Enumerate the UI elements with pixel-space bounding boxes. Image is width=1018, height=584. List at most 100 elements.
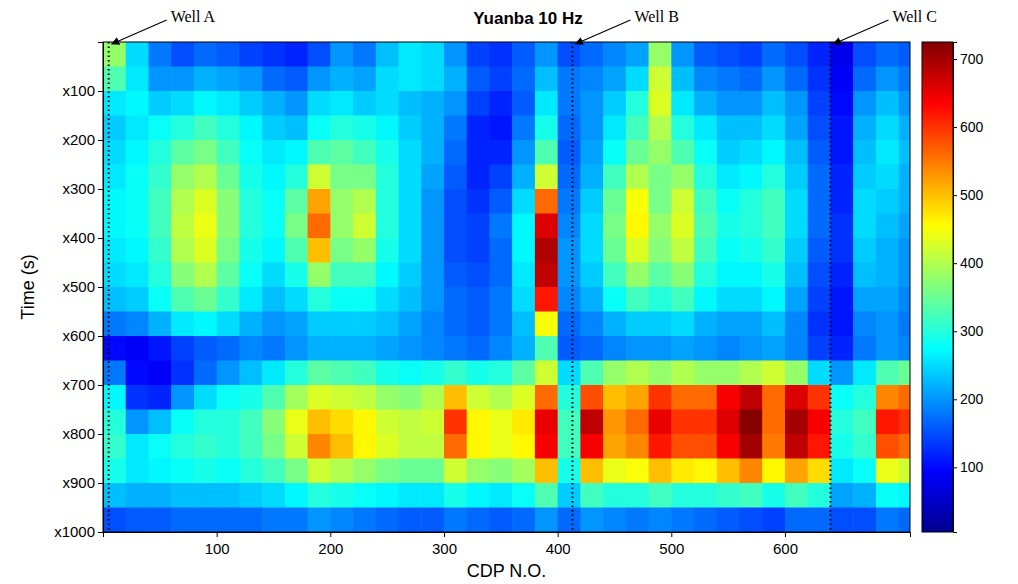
heatmap-cell [376,116,399,141]
heatmap-cell [285,410,308,435]
heatmap-cell [830,67,853,92]
y-tick: x600 [62,327,103,344]
heatmap-cell [830,140,853,165]
heatmap-cell [580,312,603,337]
heatmap-cell [785,508,808,533]
heatmap-cell [535,91,558,116]
heatmap-cell [330,434,353,459]
heatmap-cell [626,410,649,435]
tick-mark [98,287,103,288]
heatmap-cell [262,116,285,141]
heatmap-cell [148,287,171,312]
heatmap-cell [603,336,626,361]
heatmap-cell [171,238,194,263]
heatmap-cell [308,67,331,92]
heatmap-cell [126,67,149,92]
heatmap-cell [239,91,262,116]
heatmap-cell [285,287,308,312]
heatmap-cell [171,287,194,312]
heatmap-cell [740,287,763,312]
tick-label: x700 [62,376,95,393]
heatmap-cell [603,459,626,484]
heatmap-cell [489,165,512,190]
heatmap-cell [376,459,399,484]
heatmap-cell [717,410,740,435]
heatmap-cell [217,385,240,410]
tick-mark [444,532,445,537]
heatmap-cell [580,214,603,239]
heatmap-cell [558,140,581,165]
heatmap-cell [580,67,603,92]
heatmap-cell [262,312,285,337]
heatmap-cell [876,140,899,165]
heatmap-cell [239,483,262,508]
heatmap-cell [262,67,285,92]
heatmap-cell [217,312,240,337]
well-label: Well A [171,8,216,25]
heatmap-cell [399,189,422,214]
heatmap-cell [808,116,831,141]
heatmap-cell [694,434,717,459]
axis-line [104,533,911,538]
heatmap-cell [717,361,740,386]
heatmap-cell [194,42,217,67]
heatmap-cell [717,385,740,410]
tick-mark [953,263,957,264]
heatmap-cell [671,42,694,67]
heatmap-cell [421,287,444,312]
heatmap-cell [580,410,603,435]
heatmap-cell [103,67,126,92]
heatmap-cell [694,189,717,214]
heatmap-cell [376,263,399,288]
heatmap-cell [171,67,194,92]
heatmap-cell [808,336,831,361]
heatmap-cell [285,214,308,239]
heatmap-cell [239,165,262,190]
heatmap-cell [353,434,376,459]
heatmap-cell [217,189,240,214]
heatmap-cell [558,42,581,67]
heatmap-cell [649,361,672,386]
y-tick: x800 [62,425,103,442]
heatmap-cell [262,91,285,116]
heatmap-cell [649,42,672,67]
heatmap-cell [217,116,240,141]
heatmap-cell [353,508,376,533]
heatmap-cell [694,508,717,533]
colorbar-tick: 400 [953,255,984,271]
heatmap-cell [239,140,262,165]
heatmap-cell [217,336,240,361]
heatmap-cell [603,67,626,92]
heatmap-cell [353,483,376,508]
heatmap-cell [785,67,808,92]
heatmap-cell [239,459,262,484]
heatmap-cell [353,214,376,239]
heatmap-cell [194,140,217,165]
heatmap-cell [808,42,831,67]
heatmap-cell [512,508,535,533]
heatmap-cell [467,459,490,484]
heatmap-cell [148,263,171,288]
heatmap-cell [103,287,126,312]
heatmap-cell [535,312,558,337]
well-line [829,42,831,532]
heatmap-cell [444,336,467,361]
heatmap-cell [740,361,763,386]
heatmap-cell [512,385,535,410]
heatmap-cell [239,385,262,410]
heatmap-cell [262,165,285,190]
heatmap-cell [489,214,512,239]
heatmap-cell [785,42,808,67]
heatmap-cell [603,263,626,288]
heatmap-cell [830,336,853,361]
heatmap-cell [626,238,649,263]
heatmap-cell [262,483,285,508]
heatmap-cell [262,336,285,361]
heatmap-cell [830,91,853,116]
heatmap-cell [148,189,171,214]
heatmap-cell [671,238,694,263]
heatmap-cell [399,263,422,288]
heatmap-cell [262,287,285,312]
heatmap-cell [148,42,171,67]
heatmap-cell [489,189,512,214]
